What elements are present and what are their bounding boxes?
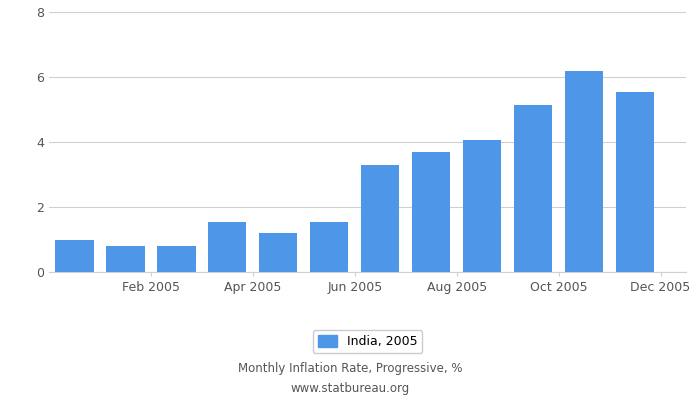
Bar	[463, 140, 501, 272]
Bar	[514, 105, 552, 272]
Bar	[310, 222, 349, 272]
Bar	[565, 70, 603, 272]
Bar	[106, 246, 145, 272]
Bar	[412, 152, 450, 272]
Bar	[55, 240, 94, 272]
Bar	[259, 233, 298, 272]
Bar	[209, 222, 246, 272]
Bar	[616, 92, 654, 272]
Text: www.statbureau.org: www.statbureau.org	[290, 382, 410, 395]
Text: Monthly Inflation Rate, Progressive, %: Monthly Inflation Rate, Progressive, %	[238, 362, 462, 375]
Bar	[361, 165, 399, 272]
Bar	[158, 246, 195, 272]
Legend: India, 2005: India, 2005	[313, 330, 422, 353]
